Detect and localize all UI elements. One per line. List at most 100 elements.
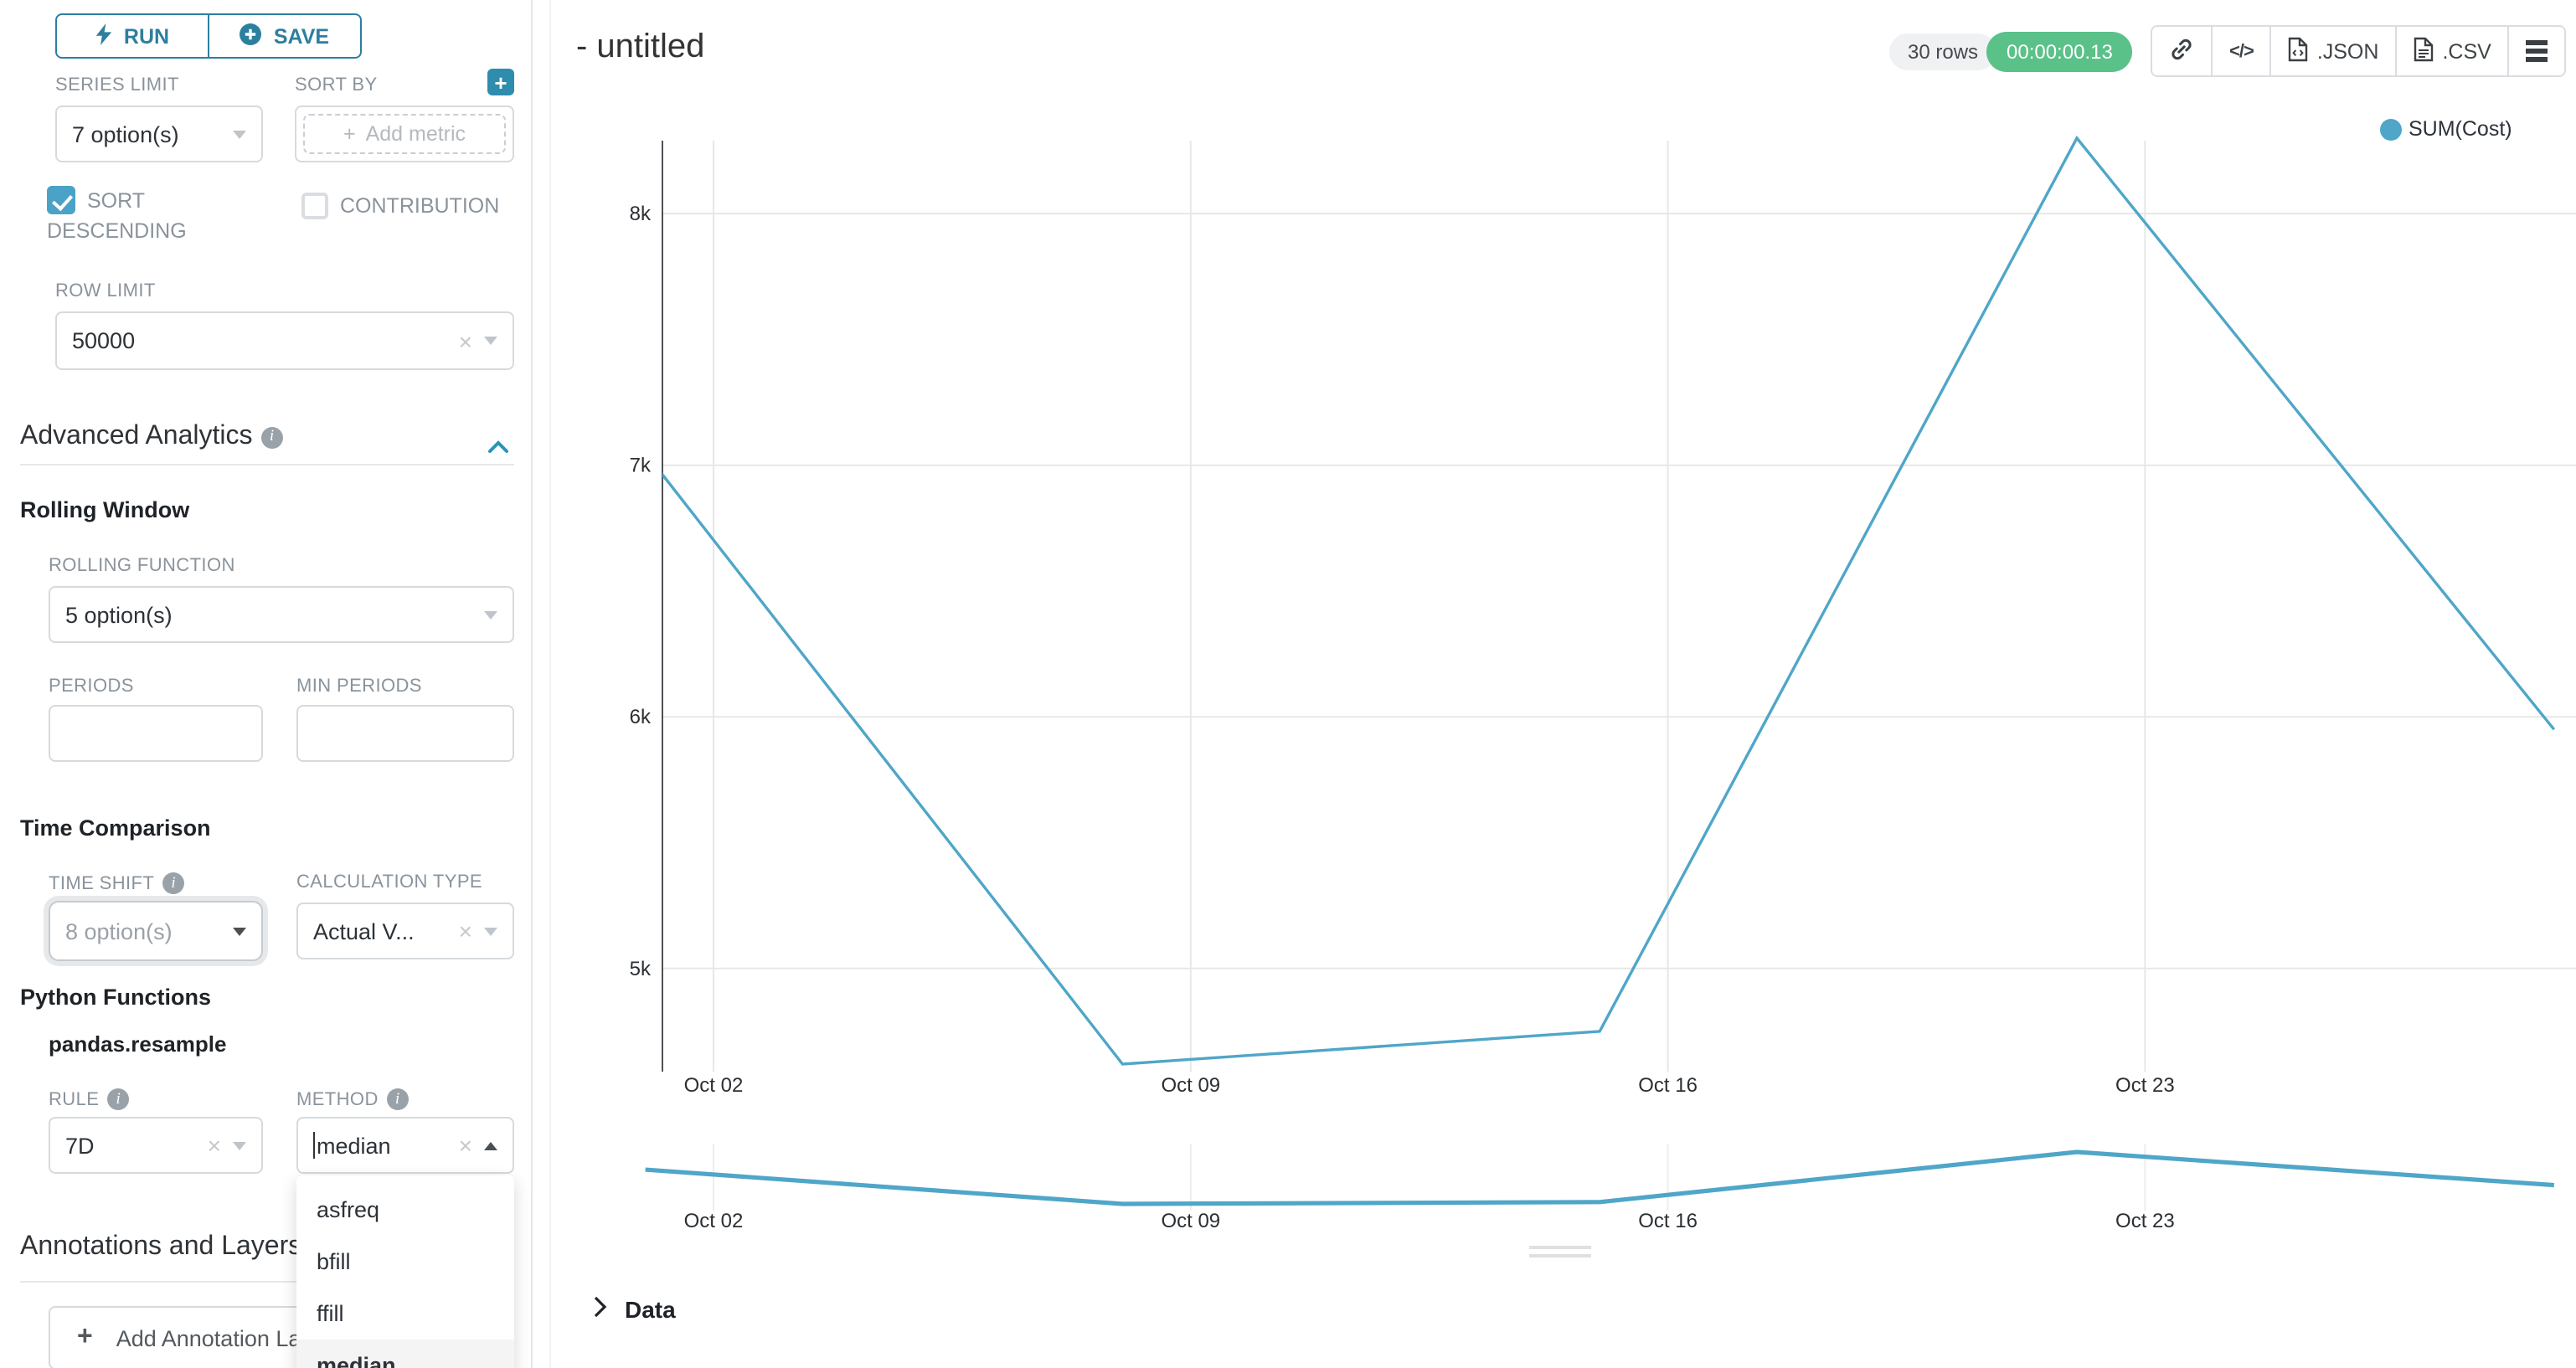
dropdown-option-ffill[interactable]: ffill: [317, 1301, 344, 1326]
save-button-label: SAVE: [273, 24, 330, 48]
method-combobox[interactable]: ×: [296, 1117, 514, 1174]
query-timer-badge: 00:00:00.13: [1986, 32, 2133, 72]
text-cursor: [313, 1132, 315, 1159]
chevron-up-icon[interactable]: [487, 432, 509, 462]
sort-descending-label: SORT DESCENDING: [47, 189, 187, 243]
series-limit-value: 7 option(s): [72, 121, 179, 147]
dropdown-option-median[interactable]: median: [296, 1340, 514, 1368]
sort-descending-row: SORT DESCENDING: [47, 186, 261, 246]
chevron-down-icon: [233, 927, 246, 935]
chevron-down-icon: [484, 927, 497, 935]
file-csv-icon: [2414, 36, 2434, 66]
chevron-down-icon: [233, 1141, 246, 1149]
series-limit-select[interactable]: 7 option(s): [55, 105, 263, 162]
x-tick-label: Oct 23: [2115, 1074, 2175, 1097]
embed-code-button[interactable]: </>: [2211, 27, 2270, 75]
rule-select[interactable]: 7D ×: [49, 1117, 263, 1174]
y-tick-label: 5k: [630, 958, 652, 980]
clear-icon[interactable]: ×: [458, 918, 472, 944]
clear-icon[interactable]: ×: [207, 1132, 221, 1159]
calculation-type-select[interactable]: Actual V... ×: [296, 903, 514, 959]
export-json-label: .JSON: [2316, 39, 2379, 63]
rule-label: RULE i: [49, 1088, 130, 1110]
main-series-line: [662, 135, 2556, 1066]
clear-icon[interactable]: ×: [458, 1132, 472, 1159]
sort-by-control: + Add metric: [295, 105, 514, 162]
chevron-down-icon: [484, 610, 497, 619]
row-count-badge: 30 rows: [1889, 33, 1997, 70]
add-metric-label: Add metric: [365, 122, 466, 146]
contribution-row: CONTRIBUTION: [301, 191, 523, 221]
row-limit-label: ROW LIMIT: [55, 281, 156, 301]
pandas-resample-subheading: pandas.resample: [49, 1031, 227, 1057]
divider: [20, 1281, 514, 1283]
control-panel-sidebar: RUN SAVE SERIES LIMIT SORT BY + 7 option…: [0, 0, 533, 1368]
sort-by-label: SORT BY: [295, 75, 378, 95]
chevron-down-icon: [233, 130, 246, 138]
clear-icon[interactable]: ×: [458, 327, 472, 354]
series-limit-label: SERIES LIMIT: [55, 75, 179, 95]
calculation-type-label: CALCULATION TYPE: [296, 872, 482, 892]
method-input[interactable]: [317, 1133, 449, 1158]
info-icon: i: [107, 1088, 130, 1110]
add-metric-button[interactable]: + Add metric: [303, 114, 506, 154]
annotations-heading: Annotations and Layers: [20, 1232, 302, 1261]
y-tick-label: 7k: [630, 455, 652, 477]
rolling-function-value: 5 option(s): [65, 602, 173, 627]
file-json-icon: [2289, 36, 2309, 66]
y-tick-label: 6k: [630, 706, 652, 728]
save-button[interactable]: SAVE: [208, 15, 360, 57]
time-shift-value: 8 option(s): [65, 918, 173, 944]
contribution-label: CONTRIBUTION: [340, 194, 500, 218]
share-link-button[interactable]: [2152, 27, 2211, 75]
export-csv-button[interactable]: .CSV: [2395, 27, 2507, 75]
calculation-type-value: Actual V...: [313, 918, 415, 944]
time-comparison-heading: Time Comparison: [20, 815, 211, 841]
run-button[interactable]: RUN: [57, 15, 208, 57]
mini-x-tick-label: Oct 02: [684, 1210, 744, 1232]
method-label: METHOD i: [296, 1088, 409, 1110]
info-icon: i: [260, 426, 283, 448]
min-periods-input[interactable]: [296, 705, 514, 762]
rolling-window-heading: Rolling Window: [20, 497, 190, 522]
periods-label: PERIODS: [49, 676, 134, 697]
time-shift-label: TIME SHIFT i: [49, 872, 185, 894]
rolling-function-select[interactable]: 5 option(s): [49, 586, 514, 643]
run-button-label: RUN: [123, 24, 170, 48]
chart-title[interactable]: - untitled: [576, 28, 705, 65]
dropdown-option-asfreq[interactable]: asfreq: [317, 1197, 380, 1222]
export-json-button[interactable]: .JSON: [2269, 27, 2396, 75]
legend-label: SUM(Cost): [2409, 117, 2512, 141]
x-tick-label: Oct 09: [1161, 1074, 1220, 1097]
export-toolbar: </> .JSON .CSV: [2151, 25, 2567, 77]
data-panel-toggle[interactable]: Data: [593, 1296, 676, 1323]
add-sort-metric-plus-button[interactable]: +: [487, 69, 514, 95]
time-shift-select[interactable]: 8 option(s): [49, 901, 263, 961]
run-save-button-group: RUN SAVE: [55, 13, 362, 59]
periods-input[interactable]: [49, 705, 263, 762]
dropdown-option-bfill[interactable]: bfill: [317, 1249, 351, 1274]
plus-circle-icon: [240, 23, 262, 49]
sort-descending-checkbox[interactable]: [47, 186, 75, 214]
row-limit-select[interactable]: 50000 ×: [55, 311, 514, 370]
info-icon: i: [162, 872, 185, 894]
chevron-right-icon: [593, 1296, 608, 1323]
export-csv-label: .CSV: [2442, 39, 2491, 63]
info-icon: i: [386, 1088, 409, 1110]
resize-drag-handle[interactable]: [1529, 1246, 1591, 1263]
x-tick-label: Oct 02: [684, 1074, 744, 1097]
contribution-checkbox[interactable]: [301, 193, 328, 219]
legend-dot-icon: [2380, 118, 2402, 140]
y-tick-label: 8k: [630, 203, 652, 225]
rolling-function-label: ROLLING FUNCTION: [49, 556, 235, 576]
panel-divider: [549, 0, 551, 1368]
lightning-bolt-icon: [95, 23, 112, 49]
rule-value: 7D: [65, 1133, 95, 1158]
x-tick-label: Oct 16: [1638, 1074, 1698, 1097]
legend-item[interactable]: SUM(Cost): [2380, 117, 2512, 141]
chart-menu-button[interactable]: [2507, 27, 2565, 75]
code-icon: </>: [2229, 41, 2254, 61]
plus-icon: +: [343, 122, 356, 146]
chevron-down-icon: [484, 337, 497, 345]
